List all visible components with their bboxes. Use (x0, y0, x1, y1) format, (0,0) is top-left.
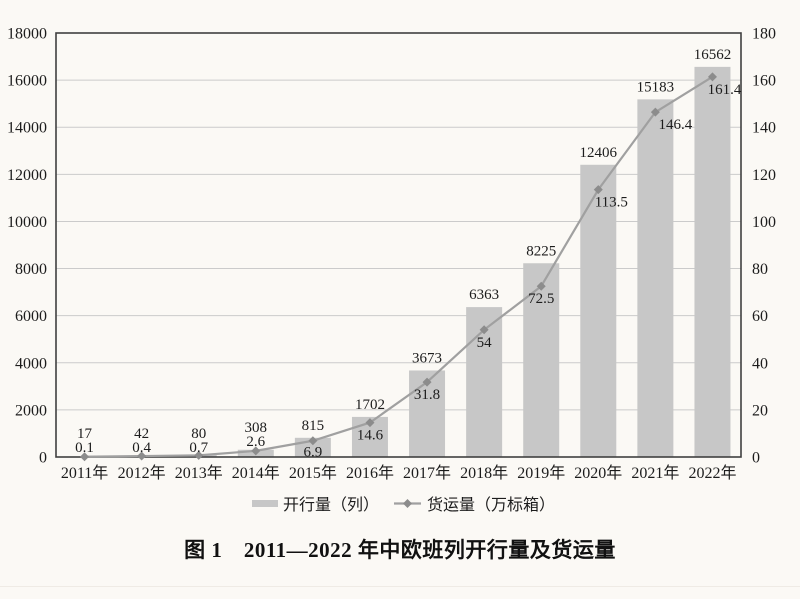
bar-value-label: 42 (134, 426, 149, 442)
x-axis-label: 2018年 (460, 464, 508, 482)
x-axis-label: 2021年 (631, 464, 679, 482)
combo-chart: 0 2000 4000 6000 8000 10000 12000 14000 16000 180… (7, 26, 776, 515)
freight-value-label: 161.4 (708, 82, 742, 98)
freight-value-label: 113.5 (595, 195, 628, 211)
left-axis-tick: 2000 (15, 402, 47, 419)
bar-value-label: 6363 (469, 287, 499, 303)
freight-value-label: 146.4 (659, 117, 693, 133)
x-axis-label: 2011年 (61, 464, 108, 482)
bar-value-label: 308 (245, 420, 268, 436)
left-axis-tick: 10000 (7, 214, 47, 231)
freight-marker (536, 281, 546, 291)
bar-2022年 (694, 66, 731, 457)
bar-value-label: 1702 (355, 397, 385, 413)
freight-marker (479, 325, 489, 335)
bar-value-label: 815 (302, 418, 325, 434)
freight-marker (308, 436, 318, 446)
page-divider (0, 586, 800, 587)
right-axis-tick: 20 (752, 402, 768, 419)
legend-line-marker (403, 499, 412, 508)
x-axis-label: 2014年 (232, 464, 280, 482)
right-axis-tick: 180 (752, 26, 776, 43)
x-axis-label: 2012年 (118, 464, 166, 482)
freight-marker (251, 446, 261, 456)
bar-value-label: 80 (191, 426, 206, 442)
freight-value-label: 0.7 (189, 440, 208, 456)
freight-value-label: 54 (477, 335, 493, 351)
left-axis-tick: 12000 (7, 167, 47, 184)
x-axis-label: 2019年 (517, 464, 565, 482)
right-axis-tick: 140 (752, 120, 776, 137)
freight-marker (194, 450, 204, 460)
left-axis-tick: 4000 (15, 355, 47, 372)
x-axis-label: 2017年 (403, 464, 451, 482)
freight-value-label: 14.6 (357, 428, 384, 444)
freight-value-label: 72.5 (528, 291, 554, 307)
left-axis-tick: 6000 (15, 308, 47, 325)
freight-value-label: 0.4 (132, 440, 151, 456)
legend-line-label: 货运量（万标箱） (427, 496, 555, 514)
left-axis-tick: 0 (39, 450, 47, 467)
bar-value-label: 8225 (526, 243, 556, 259)
figure-caption: 图 1 2011—2022 年中欧班列开行量及货运量 (184, 538, 616, 562)
freight-marker (137, 451, 147, 461)
right-axis-tick: 160 (752, 73, 776, 90)
bar-2020年 (580, 164, 617, 457)
x-axis-label: 2022年 (688, 464, 736, 482)
left-axis-tick: 8000 (15, 261, 47, 278)
legend-bar-label: 开行量（列） (283, 496, 379, 514)
plot-border (55, 32, 742, 458)
bar-value-label: 12406 (580, 145, 618, 161)
right-axis-tick: 100 (752, 214, 776, 231)
left-axis-tick: 16000 (7, 73, 47, 90)
freight-marker (80, 452, 90, 462)
bar-2021年 (637, 99, 674, 457)
freight-marker (422, 377, 432, 387)
left-axis-tick: 14000 (7, 120, 47, 137)
bar-value-label: 3673 (412, 350, 442, 366)
x-axis-label: 2013年 (175, 464, 223, 482)
bar-value-label: 15183 (637, 79, 675, 95)
freight-marker (593, 185, 603, 195)
right-axis-tick: 80 (752, 261, 768, 278)
left-axis-tick: 18000 (7, 26, 47, 43)
right-axis-tick: 60 (752, 308, 768, 325)
x-axis-label: 2015年 (289, 464, 337, 482)
x-axis-label: 2016年 (346, 464, 394, 482)
legend-bar-swatch (252, 500, 278, 507)
bar-value-label: 17 (77, 426, 93, 442)
freight-marker (707, 72, 717, 82)
x-axis-label: 2020年 (574, 464, 622, 482)
freight-value-label: 6.9 (304, 445, 323, 461)
freight-line (84, 75, 714, 458)
right-axis-tick: 120 (752, 167, 776, 184)
freight-value-label: 0.1 (75, 440, 94, 456)
freight-value-label: 31.8 (414, 387, 440, 403)
bar-value-label: 16562 (694, 47, 732, 63)
freight-marker (650, 107, 660, 117)
freight-value-label: 2.6 (246, 434, 265, 450)
right-axis-tick: 40 (752, 355, 768, 372)
freight-marker (365, 418, 375, 428)
right-axis-tick: 0 (752, 450, 760, 467)
